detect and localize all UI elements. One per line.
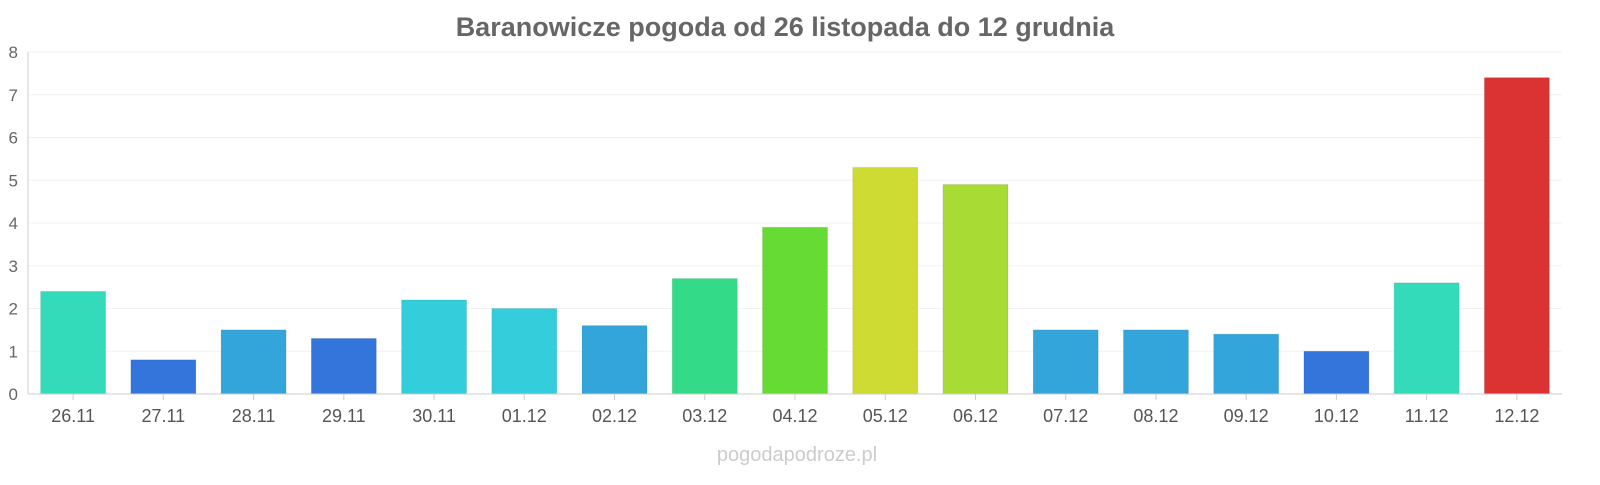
bar [220,329,287,395]
x-tick-label: 11.12 [1405,406,1449,426]
x-tick-label: 09.12 [1224,406,1269,426]
x-axis: 26.11 27.11 28.11 29.11 30.11 01.12 02.12 03.12… [28,393,1562,426]
x-tick-label: 07.12 [1043,406,1088,426]
bars [40,77,1550,395]
x-tick-label: 03.12 [682,406,727,426]
y-tick-label: 8 [9,43,18,62]
y-tick-label: 6 [9,129,18,148]
x-tick-label: 08.12 [1133,406,1178,426]
bar [1393,282,1460,395]
bar [130,359,197,395]
bar [1213,333,1280,395]
x-tick-label: 06.12 [953,406,998,426]
y-tick-label: 0 [9,385,18,404]
y-tick-label: 1 [9,342,18,361]
bar [401,299,468,395]
x-tick-label: 28.11 [232,406,276,426]
bar [852,166,919,395]
x-tick-label: 12.12 [1494,406,1539,426]
y-tick-label: 7 [9,86,18,105]
x-tick-label: 10.12 [1314,406,1359,426]
bar [1303,350,1370,395]
y-axis: 0 1 2 3 4 5 6 7 8 [9,43,29,404]
x-tick-label: 02.12 [592,406,637,426]
x-tick-label: 26.11 [51,406,95,426]
bar [1032,329,1099,395]
bar [40,290,107,395]
bar [762,226,828,395]
x-tick-label: 29.11 [322,406,366,426]
x-tick-label: 27.11 [141,406,185,426]
bar [671,278,738,395]
bar [310,337,377,395]
x-tick-label: 30.11 [412,406,456,426]
x-tick-label: 04.12 [772,406,817,426]
y-tick-label: 5 [9,171,18,190]
x-tick-label: 05.12 [863,406,908,426]
y-tick-label: 3 [9,257,18,276]
x-tick-label: 01.12 [502,406,547,426]
bar [581,325,648,395]
watermark: pogodapodroze.pl [717,444,877,466]
y-tick-label: 2 [9,300,18,319]
bar [1122,329,1189,395]
bar [942,184,1009,395]
bar [491,308,558,395]
bar [1483,77,1550,395]
y-tick-label: 4 [9,214,18,233]
chart-title: Baranowicze pogoda od 26 listopada do 12… [456,12,1116,42]
